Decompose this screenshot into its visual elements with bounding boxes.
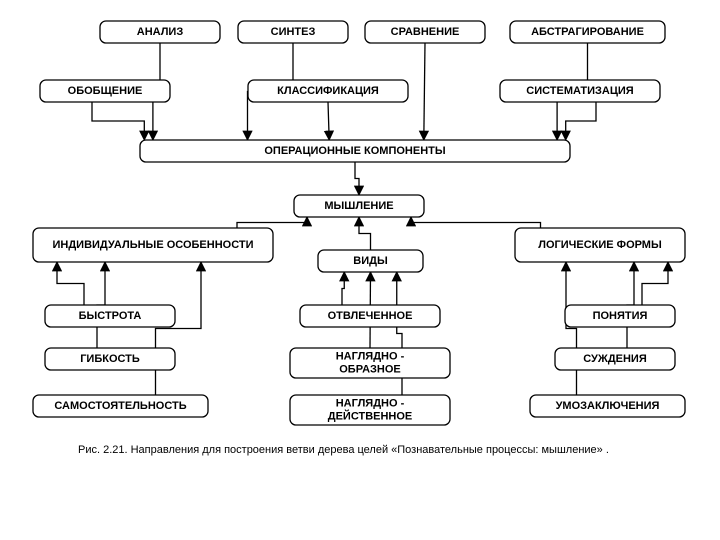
node-sist: СИСТЕМАТИЗАЦИЯ bbox=[500, 80, 660, 102]
node-sintez: СИНТЕЗ bbox=[238, 21, 348, 43]
svg-text:ОБРАЗНОЕ: ОБРАЗНОЕ bbox=[339, 363, 401, 375]
svg-text:НАГЛЯДНО -: НАГЛЯДНО - bbox=[336, 397, 405, 409]
edge bbox=[355, 162, 359, 195]
node-indiv: ИНДИВИДУАЛЬНЫЕ ОСОБЕННОСТИ bbox=[33, 228, 273, 262]
edge bbox=[92, 102, 144, 140]
svg-text:ДЕЙСТВЕННОЕ: ДЕЙСТВЕННОЕ bbox=[328, 409, 413, 422]
edge bbox=[237, 217, 307, 228]
svg-text:АНАЛИЗ: АНАЛИЗ bbox=[137, 26, 184, 38]
edge bbox=[566, 102, 596, 140]
svg-text:СИСТЕМАТИЗАЦИЯ: СИСТЕМАТИЗАЦИЯ bbox=[526, 85, 634, 97]
edge bbox=[566, 262, 577, 395]
svg-text:ВИДЫ: ВИДЫ bbox=[353, 255, 388, 267]
edge bbox=[328, 102, 329, 140]
svg-text:ЛОГИЧЕСКИЕ ФОРМЫ: ЛОГИЧЕСКИЕ ФОРМЫ bbox=[538, 239, 662, 251]
node-abstr: АБСТРАГИРОВАНИЕ bbox=[510, 21, 665, 43]
node-vidy: ВИДЫ bbox=[318, 250, 423, 272]
node-umoz: УМОЗАКЛЮЧЕНИЯ bbox=[530, 395, 685, 417]
svg-text:ОПЕРАЦИОННЫЕ КОМПОНЕНТЫ: ОПЕРАЦИОННЫЕ КОМПОНЕНТЫ bbox=[264, 145, 446, 157]
svg-text:БЫСТРОТА: БЫСТРОТА bbox=[79, 310, 142, 322]
svg-text:СРАВНЕНИЕ: СРАВНЕНИЕ bbox=[391, 26, 460, 38]
node-bystr: БЫСТРОТА bbox=[45, 305, 175, 327]
edge bbox=[57, 262, 84, 305]
node-srav: СРАВНЕНИЕ bbox=[365, 21, 485, 43]
node-klass: КЛАССИФИКАЦИЯ bbox=[248, 80, 408, 102]
flowchart-diagram: АНАЛИЗ СИНТЕЗ СРАВНЕНИЕ АБСТРАГИРОВАНИЕ ОБОБ… bbox=[0, 0, 720, 540]
svg-text:САМОСТОЯТЕЛЬНОСТЬ: САМОСТОЯТЕЛЬНОСТЬ bbox=[54, 400, 186, 412]
svg-text:МЫШЛЕНИЕ: МЫШЛЕНИЕ bbox=[324, 200, 393, 212]
node-mysh: МЫШЛЕНИЕ bbox=[294, 195, 424, 217]
node-samost: САМОСТОЯТЕЛЬНОСТЬ bbox=[33, 395, 208, 417]
svg-text:АБСТРАГИРОВАНИЕ: АБСТРАГИРОВАНИЕ bbox=[531, 26, 644, 38]
node-gib: ГИБКОСТЬ bbox=[45, 348, 175, 370]
edge bbox=[359, 217, 371, 250]
node-nagobr: НАГЛЯДНО -ОБРАЗНОЕ bbox=[290, 348, 450, 378]
svg-text:КЛАССИФИКАЦИЯ: КЛАССИФИКАЦИЯ bbox=[277, 85, 379, 97]
node-oper: ОПЕРАЦИОННЫЕ КОМПОНЕНТЫ bbox=[140, 140, 570, 162]
svg-text:СУЖДЕНИЯ: СУЖДЕНИЯ bbox=[583, 353, 647, 365]
figure-caption: Рис. 2.21. Направления для построения ве… bbox=[78, 444, 678, 456]
svg-text:УМОЗАКЛЮЧЕНИЯ: УМОЗАКЛЮЧЕНИЯ bbox=[556, 400, 660, 412]
svg-text:ОТВЛЕЧЕННОЕ: ОТВЛЕЧЕННОЕ bbox=[328, 310, 413, 322]
edge bbox=[411, 217, 541, 228]
node-pon: ПОНЯТИЯ bbox=[565, 305, 675, 327]
edge bbox=[424, 43, 425, 140]
svg-text:СИНТЕЗ: СИНТЕЗ bbox=[271, 26, 316, 38]
svg-text:НАГЛЯДНО -: НАГЛЯДНО - bbox=[336, 350, 405, 362]
svg-text:ИНДИВИДУАЛЬНЫЕ ОСОБЕННОСТИ: ИНДИВИДУАЛЬНЫЕ ОСОБЕННОСТИ bbox=[52, 239, 253, 251]
node-nagdej: НАГЛЯДНО -ДЕЙСТВЕННОЕ bbox=[290, 395, 450, 425]
edge bbox=[342, 272, 344, 305]
node-analiz: АНАЛИЗ bbox=[100, 21, 220, 43]
svg-text:ПОНЯТИЯ: ПОНЯТИЯ bbox=[593, 310, 648, 322]
edge bbox=[156, 262, 202, 395]
svg-text:ОБОБЩЕНИЕ: ОБОБЩЕНИЕ bbox=[68, 85, 143, 97]
node-suzh: СУЖДЕНИЯ bbox=[555, 348, 675, 370]
svg-text:ГИБКОСТЬ: ГИБКОСТЬ bbox=[80, 353, 140, 365]
node-otvl: ОТВЛЕЧЕННОЕ bbox=[300, 305, 440, 327]
edge bbox=[642, 262, 668, 305]
node-logic: ЛОГИЧЕСКИЕ ФОРМЫ bbox=[515, 228, 685, 262]
node-obob: ОБОБЩЕНИЕ bbox=[40, 80, 170, 102]
